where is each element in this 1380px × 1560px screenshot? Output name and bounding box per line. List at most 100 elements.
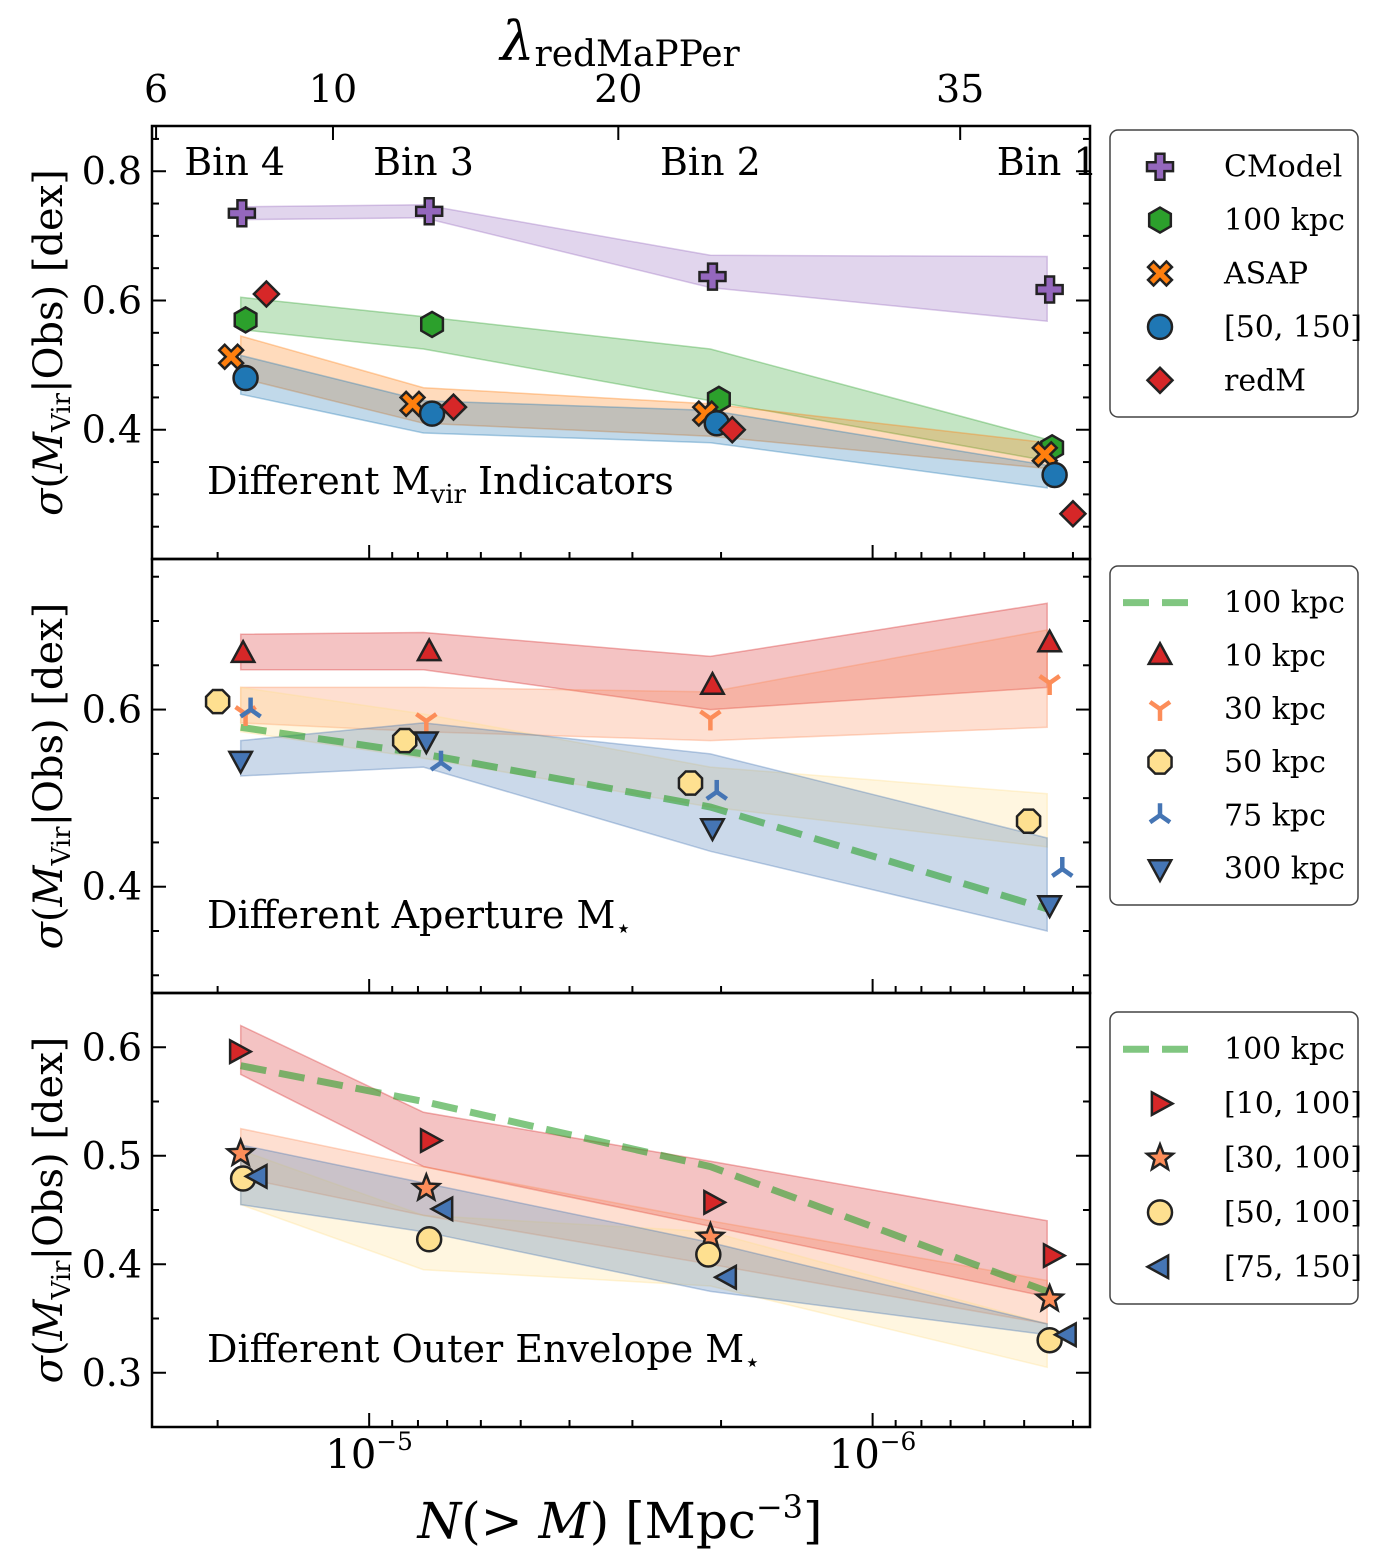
y-tick-label: 0.4: [82, 1242, 142, 1286]
legend-label: [30, 100]: [1224, 1141, 1362, 1176]
y-tick-label: 0.3: [82, 1351, 142, 1395]
point-cmodel: [1035, 275, 1064, 304]
legend-marker: [1146, 640, 1174, 666]
legend-marker: [1145, 366, 1175, 395]
y-tick-label: 0.5: [82, 1134, 142, 1178]
y-axis: 0.4 0.6: [82, 575, 1090, 977]
point-10-kpc: [1036, 628, 1063, 653]
legend-label: 50 kpc: [1224, 745, 1326, 780]
point-300-kpc: [699, 817, 726, 843]
x-axis-ticks: [216, 545, 1074, 559]
series-50-150: [232, 364, 1068, 489]
band-3: [239, 722, 1048, 932]
marker-shape: [1036, 628, 1063, 653]
marker-shape: [252, 279, 281, 309]
top-tick-label: 6: [144, 67, 168, 111]
legend-entry-75-kpc: 75 kpc: [1148, 798, 1326, 833]
series-75-150: [243, 1163, 1077, 1349]
bin-labels: Bin 4 Bin 3 Bin 2 Bin 1: [184, 140, 1097, 184]
panels: 0.40.60.8σ(MVir|Obs) [dex]Different Mvir…: [26, 124, 1098, 1429]
point-redm: [252, 279, 281, 309]
marker-shape: [227, 750, 255, 776]
marker-shape: [217, 343, 245, 371]
plot-area: [224, 1024, 1077, 1369]
panel-different-aperture-m: 0.4 0.6σ(MVir|Obs) [dex] Different Apertur…: [26, 557, 1092, 995]
series-cmodel: [227, 197, 1064, 304]
point-30-kpc: [415, 712, 438, 734]
point-redm: [718, 415, 747, 445]
x-tick-label: 10−5: [325, 1427, 412, 1478]
marker-shape: [419, 1127, 445, 1154]
point-75-kpc: [429, 750, 453, 772]
marker-shape: [243, 1163, 268, 1190]
marker-shape: [232, 364, 259, 392]
y-axis-label: σ(MVir|Obs) [dex]: [26, 603, 77, 950]
top-axis: 6 10 20 35 λredMaPPer: [144, 10, 984, 140]
band-3: [239, 354, 1048, 489]
marker-shape: [428, 1195, 454, 1223]
marker-shape: [1058, 499, 1088, 529]
bottom-axis: 10−5 10−6N(> M) [Mpc−3]: [325, 1427, 916, 1550]
y-axis-label: σ(MVir|Obs) [dex]: [26, 1037, 77, 1384]
marker-arm: [249, 707, 262, 719]
legend-marker: [1148, 803, 1172, 825]
y-tick-label: 0.6: [82, 278, 142, 322]
marker-shape: [1041, 461, 1068, 489]
marker-shape: [415, 1226, 443, 1253]
marker-shape: [414, 197, 444, 226]
legend-entry-100-kpc: 100 kpc: [1123, 1032, 1345, 1067]
legend-label: 100 kpc: [1224, 586, 1345, 621]
marker-shape: [1146, 640, 1174, 666]
marker-shape: [1143, 1140, 1177, 1172]
legend-label: ASAP: [1223, 257, 1308, 292]
marker-arm: [1158, 813, 1172, 825]
legend-label: 75 kpc: [1224, 798, 1326, 833]
point-300-kpc: [412, 731, 440, 756]
legend-label: 100 kpc: [1224, 203, 1345, 238]
legend-marker: [1146, 859, 1174, 884]
marker-arm: [1048, 674, 1061, 685]
band-0: [239, 602, 1048, 711]
marker-shape: [398, 390, 427, 418]
marker-shape: [703, 1189, 728, 1216]
legend-different-outer-envelope-m: 100 kpc [10, 100] [30, 100] [50, 100] [75, 1…: [1109, 1011, 1362, 1305]
panel-annotation: Different Mvir Indicators: [207, 459, 674, 510]
marker-arm: [239, 707, 252, 719]
marker-shape: [1147, 749, 1173, 775]
series-30-kpc: [234, 674, 1061, 734]
marker-arm: [415, 712, 428, 723]
legend-marker: [1144, 1253, 1170, 1281]
marker-arm: [1038, 674, 1051, 685]
bin-label: Bin 4: [184, 140, 285, 184]
band-0: [239, 204, 1048, 323]
point-50-100: [695, 1241, 722, 1268]
y-axis: 0.3 0.4 0.5 0.6: [82, 992, 1090, 1428]
legend-entry-75-150: [75, 150]: [1144, 1250, 1362, 1285]
legend-entry-cmodel: CModel: [1145, 150, 1342, 185]
marker-arm: [439, 760, 453, 772]
band-1: [239, 628, 1048, 742]
marker-arm: [715, 790, 729, 801]
marker-shape: [391, 727, 418, 754]
marker-shape: [1145, 366, 1175, 395]
marker-shape: [718, 415, 747, 445]
x-axis-ticks: [216, 1413, 1074, 1427]
panel-different-mvir-indicators: 0.4 0.6 0.8σ(MVir|Obs) [dex] Different Mvir…: [26, 124, 1092, 561]
bin-label: Bin 2: [660, 140, 761, 184]
marker-shape: [410, 1171, 443, 1203]
marker-shape: [1031, 440, 1059, 469]
legend-label: [50, 100]: [1224, 1195, 1362, 1230]
legend-frame: [1109, 129, 1359, 418]
y-tick-label: 0.4: [82, 408, 142, 452]
line-100-kpc: [240, 1062, 1049, 1295]
marker-shape: [227, 199, 257, 228]
top-tick-label: 20: [594, 67, 642, 111]
legend-label: 30 kpc: [1224, 692, 1326, 727]
marker-arm: [1060, 867, 1074, 878]
point-75-150: [243, 1163, 268, 1190]
legend-marker: [1150, 1090, 1176, 1117]
legend-frame: [1109, 1011, 1359, 1305]
marker-shape: [1052, 1321, 1077, 1349]
point-10-100: [703, 1189, 728, 1216]
